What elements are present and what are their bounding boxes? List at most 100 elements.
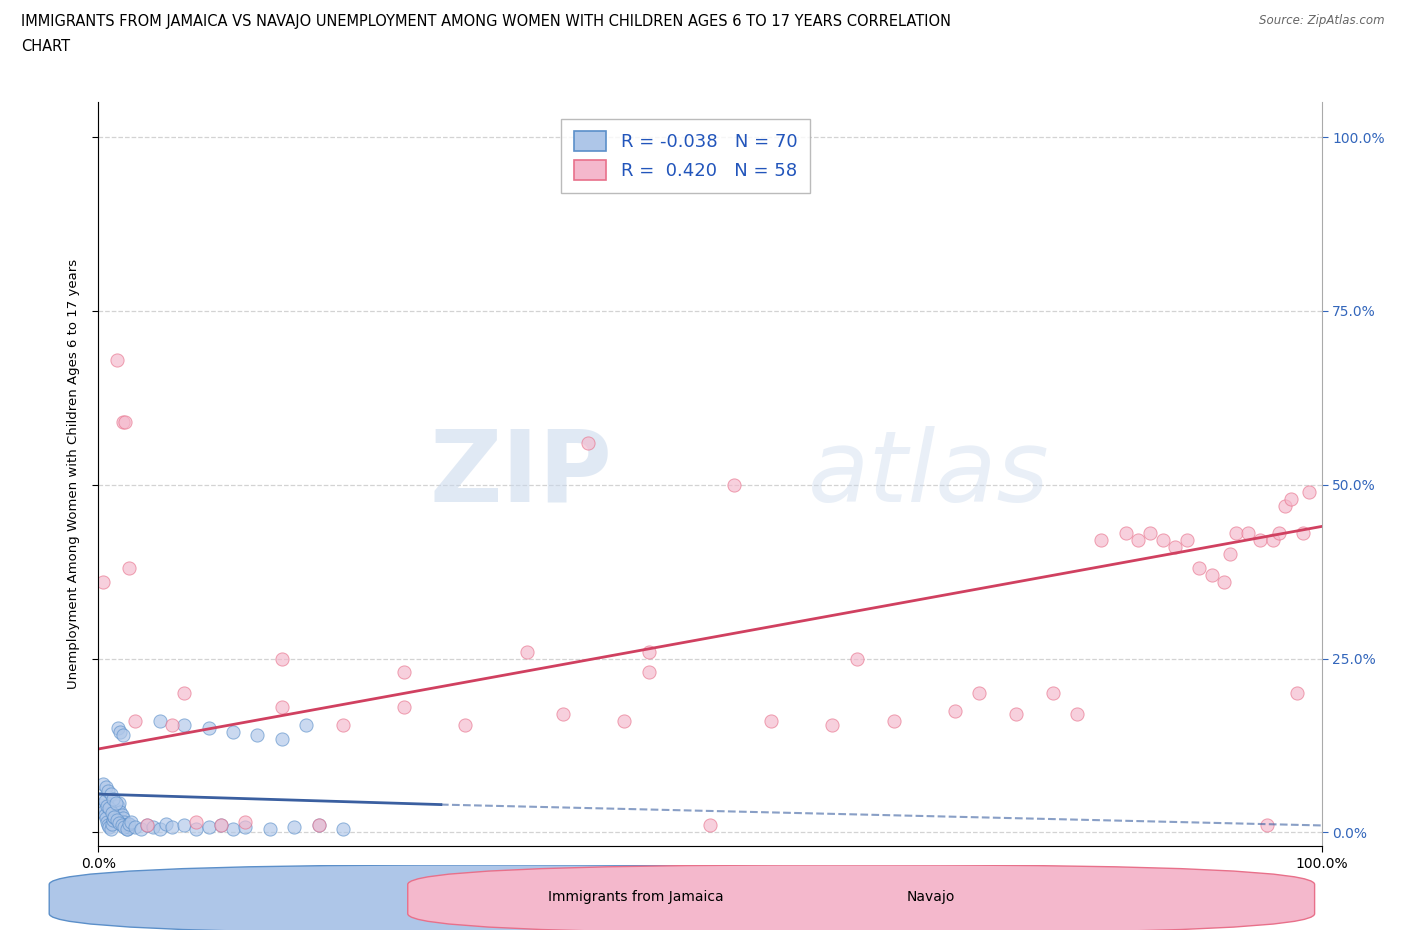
Point — [110, 804, 132, 819]
Text: Navajo: Navajo — [907, 890, 955, 905]
Point — [94, 779, 117, 794]
Point — [1286, 686, 1309, 701]
Point — [129, 821, 152, 836]
Point — [246, 727, 269, 742]
Point — [111, 811, 134, 826]
Point — [115, 821, 138, 836]
Point — [111, 818, 134, 833]
Point — [308, 818, 330, 833]
Point — [308, 818, 330, 833]
Text: CHART: CHART — [21, 39, 70, 54]
Point — [222, 724, 245, 739]
Point — [332, 717, 354, 732]
Point — [91, 804, 114, 819]
Point — [111, 727, 134, 742]
Point — [160, 819, 183, 834]
Point — [723, 477, 745, 492]
Point — [93, 807, 115, 822]
Point — [108, 796, 131, 811]
Point — [111, 807, 134, 822]
Point — [1219, 547, 1241, 562]
Point — [142, 819, 165, 834]
Point — [96, 799, 118, 814]
Text: Source: ZipAtlas.com: Source: ZipAtlas.com — [1260, 14, 1385, 27]
Point — [90, 797, 112, 812]
FancyBboxPatch shape — [49, 865, 956, 930]
Point — [515, 644, 537, 659]
Point — [155, 817, 177, 831]
Point — [118, 819, 141, 834]
Point — [186, 815, 208, 830]
Point — [115, 821, 138, 836]
Point — [114, 415, 136, 430]
Point — [100, 787, 122, 802]
Point — [91, 777, 114, 791]
Point — [967, 686, 990, 701]
Point — [105, 803, 128, 817]
Point — [1115, 526, 1137, 541]
Point — [117, 817, 139, 831]
Point — [91, 790, 114, 805]
Point — [943, 703, 966, 718]
Point — [91, 801, 114, 816]
Point — [149, 713, 172, 728]
Text: ZIP: ZIP — [429, 426, 612, 523]
Point — [100, 821, 122, 836]
Point — [699, 818, 721, 833]
Point — [94, 811, 117, 826]
Point — [98, 801, 121, 816]
Point — [97, 818, 120, 833]
Point — [110, 724, 132, 739]
Point — [118, 817, 141, 831]
Text: atlas: atlas — [808, 426, 1049, 523]
Point — [105, 813, 128, 828]
Point — [173, 686, 195, 701]
Point — [638, 644, 661, 659]
Point — [270, 651, 294, 666]
Point — [613, 713, 636, 728]
Point — [270, 731, 294, 746]
Point — [104, 796, 127, 811]
Legend: R = -0.038   N = 70, R =  0.420   N = 58: R = -0.038 N = 70, R = 0.420 N = 58 — [561, 119, 810, 193]
Point — [392, 699, 416, 714]
Point — [222, 821, 245, 836]
Point — [821, 717, 844, 732]
Point — [233, 815, 256, 830]
Point — [1298, 485, 1320, 499]
Point — [209, 818, 232, 833]
Point — [283, 819, 305, 834]
Text: Immigrants from Jamaica: Immigrants from Jamaica — [548, 890, 724, 905]
Point — [197, 721, 219, 736]
Point — [1261, 533, 1284, 548]
Point — [1090, 533, 1112, 548]
Point — [197, 819, 219, 834]
Point — [104, 805, 127, 820]
Point — [1128, 533, 1150, 548]
Point — [1201, 567, 1223, 582]
Point — [101, 805, 124, 820]
Point — [392, 665, 416, 680]
Point — [101, 791, 124, 806]
Point — [1042, 686, 1064, 701]
Point — [1152, 533, 1174, 548]
Point — [101, 817, 124, 831]
Point — [136, 818, 159, 833]
Point — [295, 717, 318, 732]
Point — [98, 819, 121, 834]
Point — [91, 575, 114, 590]
Point — [186, 821, 208, 836]
Y-axis label: Unemployment Among Women with Children Ages 6 to 17 years: Unemployment Among Women with Children A… — [66, 259, 80, 689]
Point — [149, 821, 172, 836]
Point — [638, 665, 661, 680]
Point — [173, 717, 195, 732]
Point — [883, 713, 905, 728]
Point — [97, 783, 120, 798]
Point — [576, 435, 599, 450]
Point — [270, 699, 294, 714]
Point — [1175, 533, 1198, 548]
Point — [111, 415, 134, 430]
Point — [114, 818, 136, 833]
Point — [1188, 561, 1211, 576]
Point — [173, 818, 195, 833]
Point — [108, 816, 131, 830]
